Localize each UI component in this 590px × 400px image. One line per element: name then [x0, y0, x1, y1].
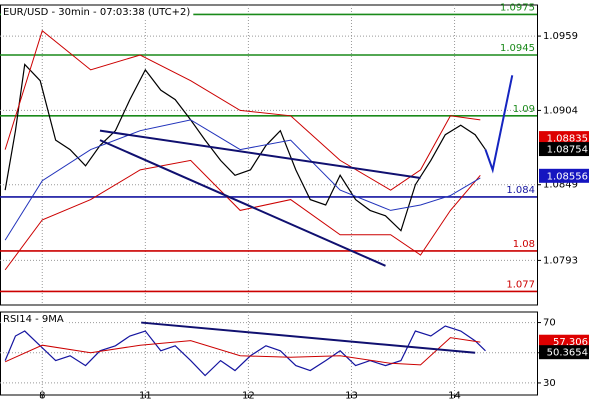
title-bg — [1, 313, 67, 325]
chart-title: EUR/USD - 30min - 07:03:38 (UTC+2) — [3, 7, 190, 18]
price-marker — [539, 131, 589, 146]
price-marker-label: 1.08754 — [547, 145, 588, 156]
price-marker-label: 57.306 — [553, 337, 588, 348]
series-line — [4, 29, 481, 191]
price-marker-label: 1.08556 — [547, 171, 588, 182]
price-marker-label: 1.08835 — [547, 134, 588, 145]
chart-title: RSI14 - 9MA — [3, 314, 64, 325]
x-tick-label: 12 — [242, 391, 255, 400]
trend-line — [99, 129, 421, 179]
level-label: 1.0975 — [500, 2, 535, 13]
x-tick-label: 11 — [139, 391, 152, 400]
x-tick-label: 13 — [345, 391, 358, 400]
y-tick-label: 1.0849 — [543, 180, 578, 191]
level-label: 1.08 — [513, 239, 535, 250]
series-line — [4, 119, 481, 241]
y-tick-label: 30 — [543, 378, 556, 389]
level-label: 1.0945 — [500, 43, 535, 54]
plot-frame — [0, 311, 538, 396]
price-marker — [539, 142, 589, 157]
x-tick-label: 8 — [39, 391, 45, 400]
level-label: 1.077 — [506, 279, 535, 290]
price-marker — [539, 168, 589, 183]
trend-line — [141, 321, 476, 354]
price-marker-label: 50.3654 — [547, 348, 588, 359]
y-tick-label: 1.0793 — [543, 255, 578, 266]
y-tick-label: 1.0904 — [543, 105, 578, 116]
x-tick-label: 14 — [448, 391, 461, 400]
level-label: 1.09 — [513, 104, 535, 115]
series-line — [4, 159, 481, 271]
y-tick-label: 70 — [543, 318, 556, 329]
y-tick-label: 1.0959 — [543, 31, 578, 42]
level-label: 1.084 — [506, 185, 535, 196]
plot-frame — [0, 4, 538, 306]
price-marker — [539, 345, 589, 360]
title-bg — [1, 6, 194, 18]
series-line — [4, 337, 481, 366]
trend-line — [484, 75, 514, 174]
trend-line — [99, 139, 386, 267]
